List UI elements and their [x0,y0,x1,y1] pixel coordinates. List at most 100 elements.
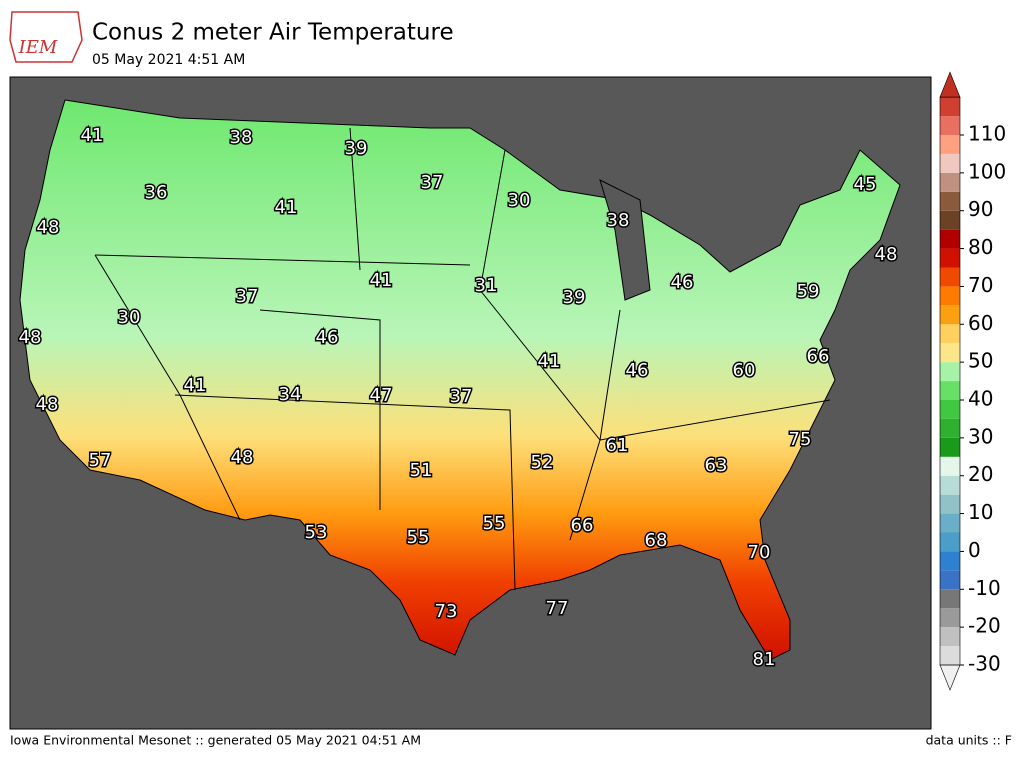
colorbar-label: 0 [968,538,981,562]
station-value: 48 [875,244,898,265]
colorbar-segment [940,191,960,211]
station-value: 70 [748,542,771,563]
logo-text: IEM [18,37,58,58]
station-value: 39 [345,138,368,159]
station-value: 52 [531,452,554,473]
colorbar-label: 110 [968,122,1006,146]
colorbar-segment [940,210,960,230]
colorbar-segment [940,513,960,533]
colorbar-segment [940,305,960,325]
colorbar-segment [940,343,960,363]
station-value: 55 [483,513,506,534]
colorbar-label: 30 [968,424,993,448]
colorbar-segment [940,172,960,192]
subtitle: 05 May 2021 4:51 AM [92,52,245,68]
colorbar-label: 40 [968,387,993,411]
conus-land [19,99,901,661]
station-value: 48 [37,217,60,238]
colorbar-label: 90 [968,197,993,221]
colorbar-label: -10 [968,576,1001,600]
colorbar-segment [940,475,960,495]
station-value: 41 [538,351,561,372]
colorbar-segment [940,381,960,400]
station-value: 66 [807,346,830,367]
station-value: 46 [671,272,694,293]
colorbar-segment [940,153,960,173]
station-value: 30 [508,190,531,211]
station-value: 31 [475,275,498,296]
station-value: 68 [645,530,668,551]
station-value: 45 [854,174,877,195]
colorbar-bottom [939,664,961,691]
colorbar-frame [939,96,961,666]
colorbar-label: 70 [968,273,993,297]
colorbar-label: 80 [968,235,993,259]
colorbar-segment [940,229,960,249]
station-value: 37 [450,386,473,407]
station-value: 37 [236,286,259,307]
station-value: 48 [19,327,42,348]
colorbar-segment [940,135,960,154]
colorbar-segment [940,97,960,117]
footer-right: data units :: F [926,733,1012,748]
colorbar-segment [940,437,960,457]
station-value: 37 [421,172,444,193]
station-value: 41 [275,197,298,218]
station-value: 41 [184,375,207,396]
station-value: 57 [89,450,112,471]
colorbar-segment [940,627,960,647]
station-value: 66 [571,515,594,536]
spacer [6,729,7,730]
station-value: 75 [789,429,812,450]
colorbar-label: -20 [968,614,1001,638]
colorbar-segment [940,324,960,344]
colorbar-segment [940,116,960,135]
colorbar-segment [940,248,960,268]
station-value: 77 [546,598,569,619]
colorbar-label: 20 [968,462,993,486]
station-value: 30 [118,307,141,328]
colorbar-segment [940,267,960,287]
station-value: 38 [607,210,630,231]
station-value: 81 [753,649,776,670]
footer-left: Iowa Environmental Mesonet :: generated … [10,733,421,748]
colorbar-segment [940,418,960,438]
colorbar-top [939,71,961,98]
station-value: 53 [305,522,328,543]
station-value: 48 [36,394,59,415]
station-value: 73 [435,601,458,622]
colorbar-label: 100 [968,159,1006,183]
colorbar-segment [940,646,960,665]
colorbar-segment [940,570,960,590]
colorbar-label: 60 [968,311,993,335]
station-value: 59 [797,281,820,302]
colorbar-segment [940,494,960,514]
station-value: 36 [145,182,168,203]
colorbar-segment [940,532,960,552]
station-value: 47 [370,385,393,406]
station-value: 41 [370,270,393,291]
station-value: 60 [733,360,756,381]
colorbar-segment [940,551,960,571]
station-value: 38 [230,127,253,148]
colorbar-segment [940,286,960,306]
colorbar-label: 50 [968,349,993,373]
colorbar-segment [940,608,960,628]
station-value: 63 [705,455,728,476]
station-value: 55 [407,527,430,548]
station-value: 34 [279,384,302,405]
station-value: 41 [81,125,104,146]
station-value: 39 [563,287,586,308]
colorbar-label: -30 [968,652,1001,676]
colorbar-segment [940,400,960,419]
colorbar-segment [940,362,960,382]
colorbar-segment [940,589,960,609]
station-value: 51 [410,460,433,481]
station-value: 46 [316,327,339,348]
great-lakes [599,179,651,301]
state-lines [94,127,831,591]
station-value: 48 [231,447,254,468]
station-value: 46 [626,360,649,381]
